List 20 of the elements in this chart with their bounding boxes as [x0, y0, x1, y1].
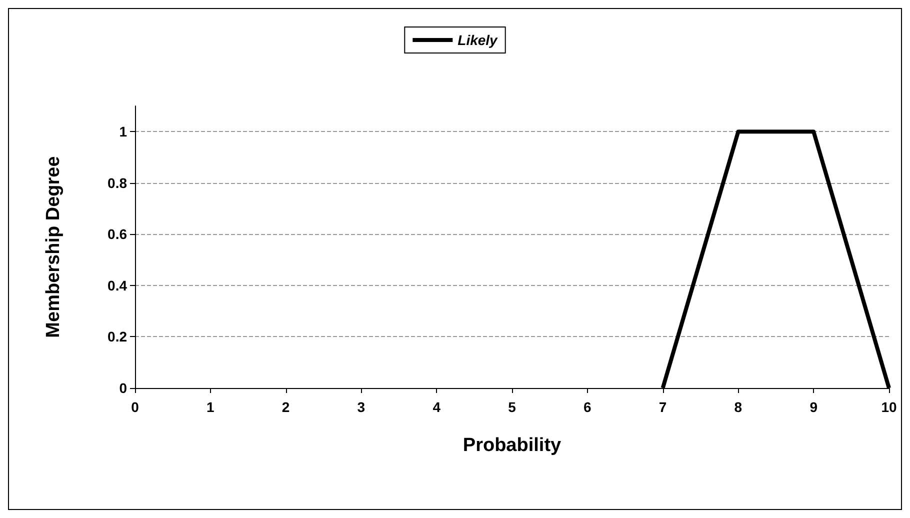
x-tick-label: 1 — [206, 399, 214, 415]
x-axis-title: Probability — [462, 435, 562, 456]
y-tick-label: 0 — [119, 380, 128, 396]
x-tick-label: 6 — [584, 399, 592, 415]
legend-label: Likely — [458, 32, 499, 48]
x-tick-label: 9 — [810, 399, 818, 415]
x-tick-label: 8 — [734, 399, 742, 415]
x-tick-label: 4 — [432, 399, 441, 415]
x-tick-label: 2 — [282, 399, 290, 415]
x-tick-label: 0 — [131, 399, 140, 415]
y-tick-label: 1 — [119, 124, 128, 140]
x-tick-label: 10 — [881, 399, 897, 415]
x-tick-label: 3 — [357, 399, 366, 415]
y-tick-label: 0.4 — [108, 277, 128, 294]
y-tick-label: 0.6 — [108, 226, 128, 242]
y-axis-title: Membership Degree — [43, 156, 64, 338]
y-tick-label: 0.2 — [108, 328, 128, 345]
x-tick-label: 5 — [508, 399, 516, 415]
y-tick-label: 0.8 — [108, 174, 128, 191]
x-tick-label: 7 — [658, 399, 667, 415]
